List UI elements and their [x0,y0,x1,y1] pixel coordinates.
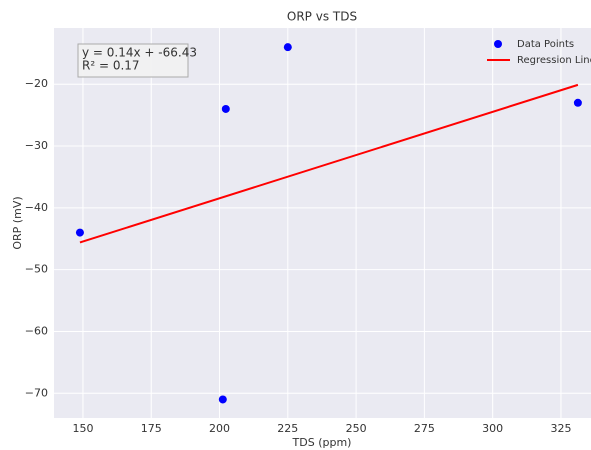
data-point [283,43,292,52]
legend-swatch [494,40,502,48]
annotation: y = 0.14x + -66.43 [82,46,197,60]
chart-title: ORP vs TDS [287,10,357,24]
plot-area [54,28,591,418]
y-tick-label: −30 [25,139,48,152]
x-tick-label: 200 [209,422,230,435]
data-point [218,395,227,404]
x-tick-label: 275 [414,422,435,435]
x-tick-label: 225 [277,422,298,435]
y-axis-label: ORP (mV) [11,196,24,249]
legend-label: Data Points [517,39,574,50]
annotation-box [77,43,189,78]
data-point [573,98,582,107]
y-tick-label: −50 [25,263,48,276]
x-tick-label: 325 [550,422,571,435]
y-tick-label: −40 [25,201,48,214]
data-point [221,104,230,113]
y-tick-label: −20 [25,77,48,90]
x-axis-label: TDS (ppm) [292,436,352,449]
legend-label: Regression Line [517,55,591,66]
x-tick-label: 150 [72,422,93,435]
regression-line [79,83,579,244]
x-tick-label: 250 [346,422,367,435]
y-tick-label: −70 [25,386,48,399]
x-tick-label: 175 [141,422,162,435]
x-tick-label: 300 [482,422,503,435]
y-tick-label: −60 [25,324,48,337]
data-point [75,228,84,237]
annotation: R² = 0.17 [82,59,140,73]
